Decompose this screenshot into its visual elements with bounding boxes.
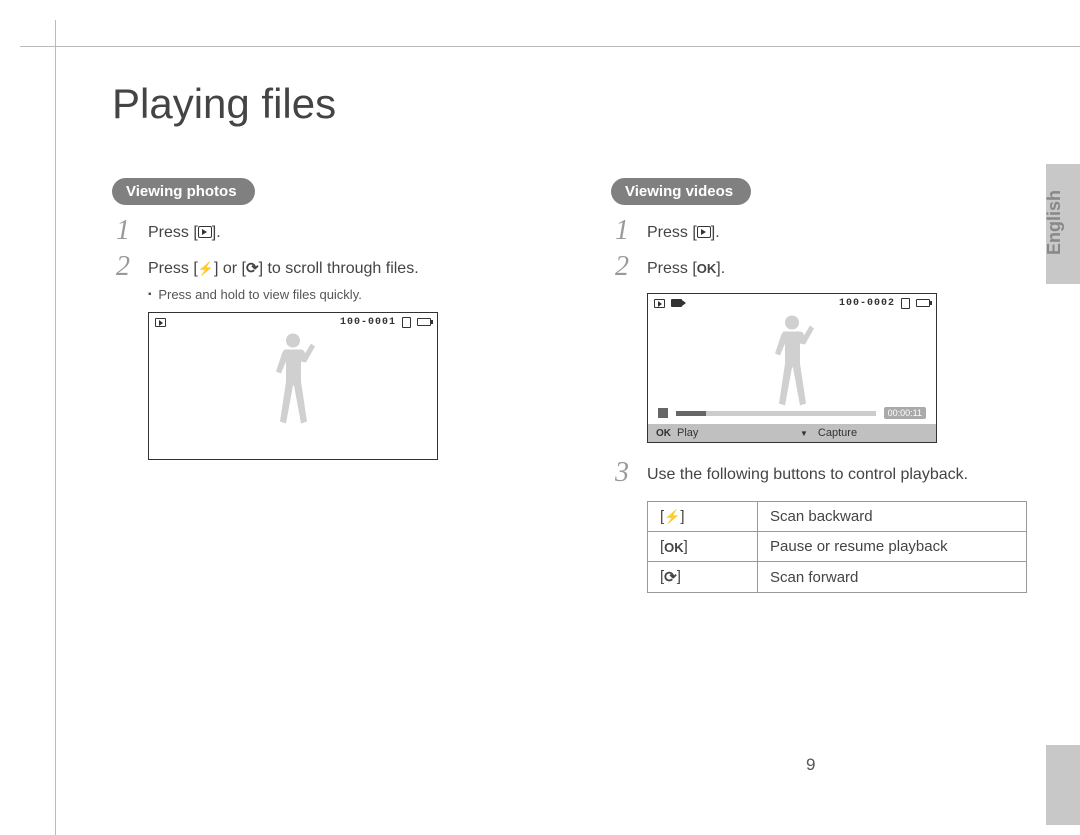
section-header-videos: Viewing videos <box>611 178 751 205</box>
control-desc-cell: Scan backward <box>758 502 1027 532</box>
memory-card-icon <box>402 317 411 328</box>
battery-icon <box>417 318 431 326</box>
playback-icon <box>697 226 711 238</box>
step-text-part: ] or [ <box>214 260 246 277</box>
ok-icon: OK <box>697 260 717 278</box>
top-margin-line <box>20 46 1080 47</box>
bottombar-label: Capture <box>818 427 857 439</box>
memory-card-icon <box>901 298 910 309</box>
step-number: 2 <box>112 253 134 281</box>
step-text-part: ]. <box>716 260 725 277</box>
section-header-photos: Viewing photos <box>112 178 255 205</box>
file-counter: 100-0001 <box>340 317 396 328</box>
table-row: [OK] Pause or resume playback <box>648 532 1027 562</box>
bottombar-label: Play <box>677 427 698 439</box>
ok-icon: OK <box>664 540 684 555</box>
timer-icon <box>246 258 259 279</box>
playback-controls-table: [] Scan backward [OK] Pause or resume pl… <box>647 501 1027 593</box>
step-text-part: Press [ <box>148 260 198 277</box>
step-text-part: ]. <box>711 224 720 241</box>
control-key-cell: [] <box>648 562 758 593</box>
battery-icon <box>916 299 930 307</box>
flash-icon <box>664 509 680 525</box>
screen-bottombar: OK Play Capture <box>648 424 936 442</box>
control-desc-cell: Scan forward <box>758 562 1027 593</box>
page-number: 9 <box>806 755 815 775</box>
step-number: 1 <box>112 217 134 245</box>
progress-track <box>676 411 876 416</box>
page-title: Playing files <box>112 80 1040 128</box>
camera-screen-video: 100-0002 00:00:11 OK Play <box>647 293 937 443</box>
step-text-part: Press [ <box>148 224 198 241</box>
page-thumb-tab <box>1046 745 1080 825</box>
playback-icon <box>198 226 212 238</box>
step-text-part: ]. <box>212 224 221 241</box>
step-text: Press []. <box>647 217 720 244</box>
step-row: 2 Press [OK]. <box>611 251 1040 283</box>
elapsed-time: 00:00:11 <box>884 407 926 419</box>
step-text-part: Press [ <box>647 260 697 277</box>
flash-icon <box>198 260 214 278</box>
step-number: 1 <box>611 217 633 245</box>
step-text: Press []. <box>148 217 221 244</box>
bottombar-left: OK Play <box>648 427 792 439</box>
person-silhouette <box>767 316 817 421</box>
person-silhouette <box>268 334 318 439</box>
stop-icon <box>658 408 668 418</box>
control-key-cell: [OK] <box>648 532 758 562</box>
step-text: Press [ ] or [ ] to scroll through files. <box>148 253 419 280</box>
columns: Viewing photos 1 Press []. 2 Press [ ] or… <box>112 178 1040 593</box>
right-column: Viewing videos 1 Press []. 2 Press [OK]. <box>611 178 1040 593</box>
step-number: 2 <box>611 253 633 281</box>
step-text: Use the following buttons to control pla… <box>647 459 968 486</box>
progress-bar-row: 00:00:11 <box>658 406 926 420</box>
control-key-cell: [] <box>648 502 758 532</box>
step-text-part: ] to scroll through files. <box>259 260 419 277</box>
step-row: 3 Use the following buttons to control p… <box>611 457 1040 489</box>
table-row: [] Scan backward <box>648 502 1027 532</box>
step-text-part: Press [ <box>647 224 697 241</box>
playback-mode-icon <box>654 299 665 308</box>
file-counter: 100-0002 <box>839 298 895 309</box>
screen-topbar: 100-0002 <box>648 294 936 312</box>
control-desc-cell: Pause or resume playback <box>758 532 1027 562</box>
step-row: 2 Press [ ] or [ ] to scroll through files… <box>112 251 541 283</box>
table-row: [] Scan forward <box>648 562 1027 593</box>
timer-icon <box>664 568 677 586</box>
bottombar-right: Capture <box>792 427 936 439</box>
left-column: Viewing photos 1 Press []. 2 Press [ ] or… <box>112 178 541 593</box>
playback-mode-icon <box>155 318 166 327</box>
left-margin-line <box>55 20 56 835</box>
page-content: Playing files English Viewing photos 1 P… <box>112 80 1040 835</box>
step-text: Press [OK]. <box>647 253 725 280</box>
step-note: Press and hold to view files quickly. <box>148 287 541 302</box>
step-number: 3 <box>611 459 633 487</box>
video-file-icon <box>671 299 682 307</box>
progress-fill <box>676 411 706 416</box>
ok-icon: OK <box>656 428 671 439</box>
camera-screen-photo: 100-0001 <box>148 312 438 460</box>
screen-topbar: 100-0001 <box>149 313 437 331</box>
step-row: 1 Press []. <box>611 215 1040 247</box>
language-tab-text: English <box>1044 190 1065 255</box>
step-row: 1 Press []. <box>112 215 541 247</box>
